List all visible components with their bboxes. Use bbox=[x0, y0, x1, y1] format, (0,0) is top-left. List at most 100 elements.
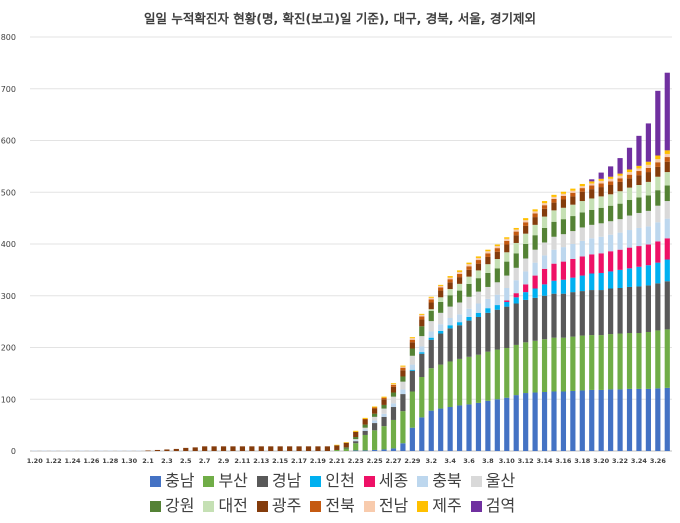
bar-segment bbox=[655, 155, 661, 160]
bar-segment bbox=[636, 135, 642, 166]
bar-segment bbox=[381, 399, 387, 405]
bar-segment bbox=[485, 272, 491, 287]
bar-segment bbox=[485, 249, 491, 252]
bar-segment bbox=[485, 298, 491, 309]
bar-segment bbox=[598, 207, 604, 224]
bar-segment bbox=[608, 185, 614, 195]
legend: 충남 부산 경남 인천 세종 충북 울산 강원 대전 광주 전북 전남 제주 검역 bbox=[150, 470, 560, 517]
bar-segment bbox=[589, 185, 595, 190]
bar-segment bbox=[551, 210, 557, 222]
bar-segment bbox=[532, 235, 538, 250]
legend-swatch bbox=[203, 475, 215, 487]
bar-segment bbox=[475, 270, 482, 279]
bar-segment bbox=[551, 196, 557, 199]
x-tick-label: 3.4 bbox=[444, 457, 456, 465]
bar-segment bbox=[626, 147, 633, 170]
bar-segment bbox=[409, 369, 415, 371]
bar-segment bbox=[494, 244, 500, 247]
bar-segment bbox=[532, 213, 538, 218]
legend-swatch bbox=[470, 500, 482, 512]
bar-segment bbox=[617, 203, 623, 220]
bar-segment bbox=[532, 262, 538, 276]
bar-segment bbox=[353, 443, 359, 451]
y-tick-labels: 0 100 200 300 400 500 600 700 800 bbox=[1, 33, 16, 456]
bar-segment bbox=[655, 262, 661, 284]
bar-segment bbox=[523, 342, 529, 394]
bar-segment bbox=[523, 271, 529, 285]
legend-label: 세종 bbox=[378, 471, 409, 490]
bar-segment bbox=[636, 212, 642, 228]
bar-segment bbox=[466, 264, 472, 267]
bar-segment bbox=[107, 450, 113, 451]
bar-segment bbox=[173, 448, 179, 451]
bar-segment bbox=[513, 344, 519, 396]
bar-segment bbox=[598, 178, 604, 181]
x-tick-label: 2.5 bbox=[180, 457, 192, 465]
bar-segment bbox=[560, 391, 567, 451]
bar-segment bbox=[579, 227, 585, 241]
bar-segment bbox=[570, 336, 576, 391]
bar-segment bbox=[617, 191, 623, 204]
bar-segment bbox=[504, 244, 510, 253]
bar-segment bbox=[475, 256, 482, 258]
bar-segment bbox=[532, 211, 538, 214]
bar-segment bbox=[560, 337, 567, 392]
x-tick-label: 2.23 bbox=[348, 457, 364, 465]
bar-segment bbox=[485, 256, 491, 265]
bar-segment bbox=[438, 324, 444, 331]
bar-segment bbox=[513, 227, 519, 230]
bar-segment bbox=[400, 443, 406, 451]
legend-swatch bbox=[363, 500, 375, 512]
bar-segment bbox=[551, 337, 557, 392]
bar-segment bbox=[409, 355, 415, 365]
bar-segment bbox=[645, 226, 651, 245]
bar-segment bbox=[447, 325, 453, 329]
bar-segment bbox=[466, 320, 472, 357]
bar-segment bbox=[541, 268, 548, 285]
bar-segment bbox=[570, 190, 576, 193]
chart-title: 일일 누적확진자 현황(명, 확진(보고)일 기준), 대구, 경북, 서울, … bbox=[144, 11, 536, 26]
legend-label: 부산 bbox=[218, 471, 248, 490]
bar-segment bbox=[390, 407, 397, 420]
bar-segment bbox=[381, 396, 387, 398]
bar-segment bbox=[475, 312, 482, 317]
bar-segment bbox=[655, 159, 661, 163]
bar-segment bbox=[608, 271, 614, 289]
bar-segment bbox=[456, 405, 463, 451]
bar-segment bbox=[409, 370, 415, 392]
bar-segment bbox=[419, 319, 425, 327]
x-tick-label: 1.28 bbox=[102, 457, 119, 465]
bar-segment bbox=[466, 404, 472, 451]
bar-segment bbox=[447, 318, 453, 326]
bar-segment bbox=[636, 168, 642, 172]
bar-segment bbox=[551, 263, 557, 281]
bar-segment bbox=[523, 220, 529, 223]
x-tick-label: 2.13 bbox=[253, 457, 269, 465]
bar-segment bbox=[79, 450, 85, 451]
bar-segment bbox=[570, 244, 576, 260]
bar-segment bbox=[419, 353, 425, 377]
bar-segment bbox=[305, 446, 312, 451]
bar-segment bbox=[551, 221, 557, 237]
bar-segment bbox=[51, 450, 57, 451]
bar-segment bbox=[560, 195, 567, 200]
bar-segment bbox=[447, 277, 453, 280]
bar-segment bbox=[390, 419, 397, 449]
legend-swatch bbox=[417, 500, 429, 512]
x-tick-label: 3.26 bbox=[650, 457, 667, 465]
bar-segment bbox=[617, 181, 623, 192]
bar-segment bbox=[664, 172, 670, 186]
bar-segment bbox=[400, 376, 406, 382]
bar-segment bbox=[626, 172, 633, 175]
bar-segment bbox=[589, 273, 595, 291]
y-tick-label: 600 bbox=[1, 137, 16, 146]
bar-segment bbox=[532, 392, 538, 451]
bar-segment bbox=[400, 365, 406, 367]
bar-segment bbox=[456, 277, 463, 284]
bar-segment bbox=[362, 429, 368, 431]
bar-segment bbox=[570, 216, 576, 232]
bar-segment bbox=[428, 302, 434, 310]
bar-segment bbox=[419, 417, 425, 451]
bar-segment bbox=[560, 219, 567, 235]
